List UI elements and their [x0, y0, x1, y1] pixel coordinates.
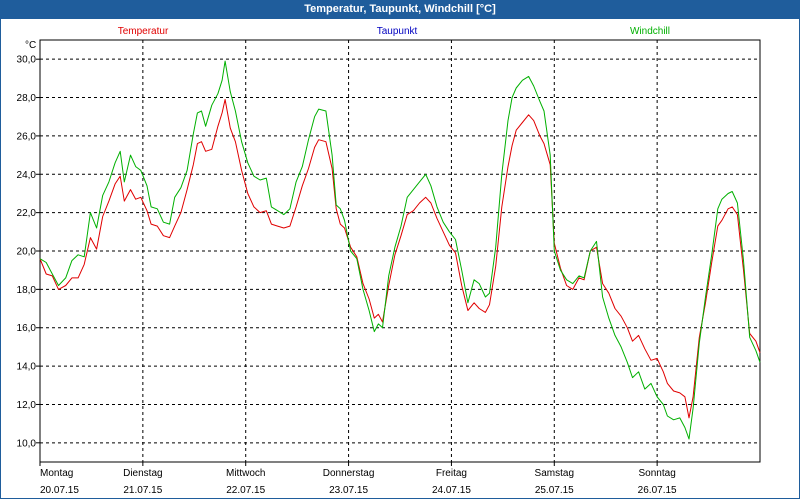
x-tick-day: Donnerstag	[323, 468, 375, 479]
x-tick-date: 25.07.15	[535, 485, 574, 496]
chart-frame	[0, 19, 800, 499]
chart-title: Temperatur, Taupunkt, Windchill [°C]	[0, 0, 800, 19]
x-tick-day: Freitag	[436, 468, 467, 479]
x-tick-day: Samstag	[535, 468, 574, 479]
series-lines	[39, 60, 761, 440]
y-tick-label: 28,0	[17, 93, 37, 104]
legend-temperatur: Temperatur	[118, 26, 169, 37]
x-tick-date: 23.07.15	[329, 485, 368, 496]
x-tick-day: Montag	[40, 468, 73, 479]
x-tick-date: 20.07.15	[40, 485, 79, 496]
y-tick-label: 26,0	[17, 131, 37, 142]
y-tick-label: 24,0	[17, 170, 37, 181]
x-tick-day: Sonntag	[639, 468, 676, 479]
x-tick-date: 26.07.15	[638, 485, 677, 496]
y-tick-label: 22,0	[17, 208, 37, 219]
y-axis-label: °C	[25, 40, 36, 51]
y-tick-label: 16,0	[17, 323, 37, 334]
y-tick-label: 10,0	[17, 438, 37, 449]
grid-lines	[40, 40, 760, 462]
y-tick-label: 14,0	[17, 362, 37, 373]
y-tick-label: 18,0	[17, 285, 37, 296]
y-tick-label: 12,0	[17, 400, 37, 411]
legend-taupunkt: Taupunkt	[377, 26, 418, 37]
x-tick-date: 24.07.15	[432, 485, 471, 496]
y-axis-ticks: 30,0 28,0 26,0 24,0 22,0 20,0 18,0 16,0 14,0 12,0…	[17, 55, 40, 449]
legend-windchill: Windchill	[630, 26, 670, 37]
y-tick-label: 30,0	[17, 55, 37, 66]
x-tick-day: Mittwoch	[226, 468, 265, 479]
x-tick-date: 22.07.15	[226, 485, 265, 496]
x-tick-date: 21.07.15	[123, 485, 162, 496]
series-line-temperatur	[39, 99, 761, 419]
y-tick-label: 20,0	[17, 247, 37, 258]
x-axis-labels: Montag 20.07.15 Dienstag 21.07.15 Mittwoch 22…	[39, 462, 677, 496]
x-tick-day: Dienstag	[123, 468, 162, 479]
series-line-windchill	[39, 60, 761, 440]
